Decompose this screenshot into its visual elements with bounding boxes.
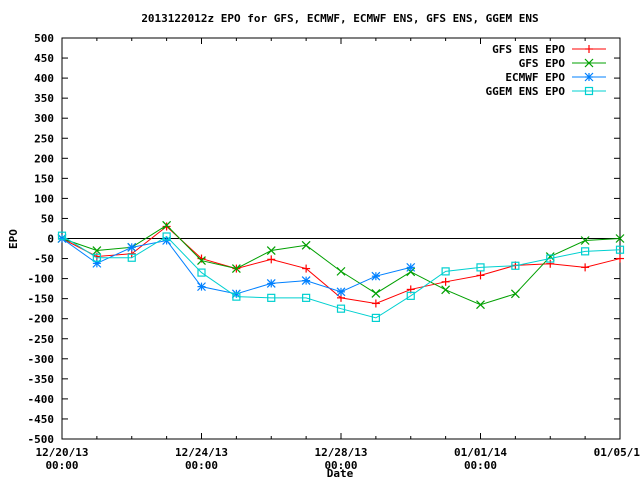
point-marker [57, 231, 67, 240]
y-tick-label: 300 [34, 112, 54, 125]
legend-label: ECMWF EPO [505, 71, 565, 84]
legend-label: GFS EPO [519, 57, 566, 70]
chart-title: 2013122012z EPO for GFS, ECMWF, ECMWF EN… [141, 12, 538, 25]
point-marker [92, 258, 102, 268]
point-marker [406, 291, 415, 300]
x-tick-label: 01/05/1 [594, 446, 640, 459]
legend-label: GFS ENS EPO [492, 43, 565, 56]
y-tick-label: 150 [34, 172, 54, 185]
point-marker [231, 264, 241, 273]
point-marker [302, 293, 311, 302]
point-marker [267, 255, 276, 264]
y-tick-label: 350 [34, 92, 54, 105]
y-tick-label: -50 [34, 253, 54, 266]
point-marker [584, 58, 594, 68]
point-marker [584, 86, 594, 96]
point-marker [127, 253, 136, 262]
y-tick-label: -400 [28, 393, 55, 406]
y-tick-label: -300 [28, 353, 55, 366]
series-line [61, 235, 621, 319]
point-marker [476, 300, 485, 310]
point-marker [510, 289, 520, 299]
point-marker [266, 278, 276, 288]
point-marker [371, 289, 381, 298]
point-marker [266, 246, 276, 255]
point-marker [267, 293, 276, 302]
point-marker [162, 232, 171, 241]
point-marker [581, 247, 590, 256]
point-marker [585, 45, 593, 53]
x-tick-label: 00:00 [464, 459, 497, 472]
point-marker [406, 267, 416, 277]
y-axis-label: EPO [7, 229, 20, 249]
y-tick-label: -350 [28, 373, 55, 386]
legend-item: ECMWF EPO [505, 71, 606, 84]
point-marker [615, 234, 625, 243]
x-tick-label: 01/01/14 [454, 446, 507, 459]
x-tick-label: 12/20/13 [36, 446, 89, 459]
point-marker [302, 264, 311, 273]
legend-label: GGEM ENS EPO [486, 85, 566, 98]
point-marker [197, 268, 206, 277]
y-tick-label: 100 [34, 192, 54, 205]
y-tick-label: 250 [34, 132, 54, 145]
x-tick-label: 00:00 [324, 459, 357, 472]
point-marker [476, 263, 485, 272]
x-tick-label: 00:00 [185, 459, 218, 472]
point-marker [511, 261, 520, 270]
y-tick-label: 0 [47, 233, 54, 246]
y-tick-label: -200 [28, 313, 55, 326]
point-marker [197, 282, 206, 292]
point-marker [127, 242, 137, 252]
point-marker [162, 220, 172, 230]
series-layer [57, 220, 625, 322]
series-ggem-ens-epo [57, 231, 625, 322]
x-tick-label: 12/28/13 [315, 446, 368, 459]
y-tick-label: 50 [41, 212, 54, 225]
legend-item: GFS EPO [519, 57, 606, 70]
point-marker [92, 253, 101, 262]
y-tick-label: -250 [28, 333, 55, 346]
y-tick-label: -500 [28, 433, 55, 446]
point-marker [441, 285, 451, 295]
point-marker [580, 236, 590, 245]
point-marker [336, 266, 346, 276]
point-marker [371, 271, 381, 281]
point-marker [301, 240, 311, 250]
y-axis-ticks: 500450400350300250200150100500-50-100-15… [28, 32, 620, 446]
legend-item: GGEM ENS EPO [486, 85, 606, 98]
legend-item: GFS ENS EPO [492, 43, 606, 56]
point-marker [476, 271, 485, 280]
point-marker [441, 267, 450, 276]
x-axis-label: Date [327, 467, 354, 480]
point-marker [197, 256, 206, 265]
x-tick-label: 12/24/13 [175, 446, 228, 459]
point-marker [301, 276, 311, 286]
y-tick-label: 500 [34, 32, 54, 45]
point-marker [371, 299, 380, 308]
point-marker [546, 259, 555, 268]
y-tick-label: -450 [28, 413, 55, 426]
x-axis-ticks: 12/20/1300:0012/24/1300:0012/28/1300:000… [36, 38, 640, 472]
y-tick-label: 200 [34, 152, 54, 165]
y-tick-label: 450 [34, 52, 54, 65]
point-marker [406, 262, 416, 272]
point-marker [336, 304, 346, 313]
y-tick-label: -100 [28, 273, 55, 286]
y-tick-label: -150 [28, 293, 55, 306]
y-tick-label: 400 [34, 72, 54, 85]
point-marker [546, 254, 555, 263]
point-marker [615, 245, 625, 254]
point-marker [336, 287, 346, 297]
point-marker [441, 277, 450, 286]
point-marker [584, 72, 594, 82]
point-marker [581, 263, 590, 272]
point-marker [371, 313, 380, 322]
point-marker [616, 254, 624, 263]
point-marker [92, 246, 102, 255]
x-tick-label: 00:00 [45, 459, 78, 472]
point-marker [232, 292, 241, 301]
